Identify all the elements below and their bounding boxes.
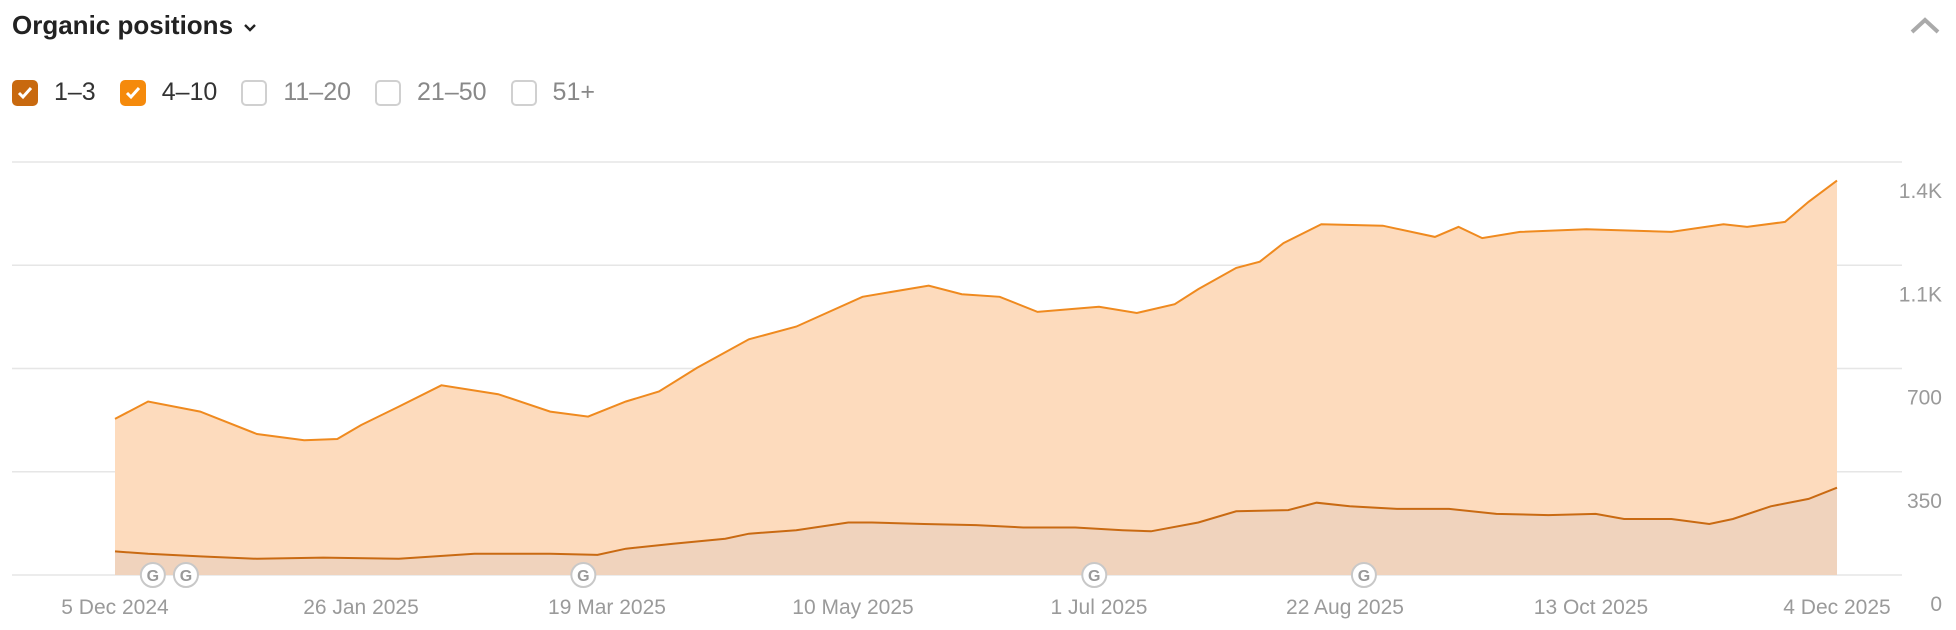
x-tick-label: 13 Oct 2025 <box>1534 596 1648 619</box>
legend: 1–3 4–10 11–20 21–50 51+ <box>12 78 619 107</box>
svg-text:G: G <box>1088 568 1100 585</box>
google-update-marker[interactable]: G <box>1350 562 1377 588</box>
checkbox-unchecked[interactable] <box>510 79 537 106</box>
legend-item-11-20[interactable]: 11–20 <box>241 78 351 107</box>
x-tick-label: 26 Jan 2025 <box>303 596 419 619</box>
svg-text:G: G <box>577 568 589 585</box>
y-tick-label: 700 <box>1907 387 1942 410</box>
x-tick-label: 1 Jul 2025 <box>1051 596 1148 619</box>
google-update-marker[interactable]: G <box>172 562 199 588</box>
svg-text:G: G <box>147 568 159 585</box>
chevron-up-icon[interactable] <box>1908 12 1942 40</box>
checkbox-unchecked[interactable] <box>241 79 268 106</box>
series-line-1 <box>114 486 1838 560</box>
chevron-down-icon <box>244 23 256 32</box>
y-tick-label: 1.1K <box>1899 283 1942 306</box>
svg-text:G: G <box>1358 568 1370 585</box>
x-tick-label: 22 Aug 2025 <box>1286 596 1404 619</box>
series-area-0 <box>115 180 1837 575</box>
google-update-marker[interactable]: G <box>139 562 166 588</box>
series-line-0 <box>114 179 1838 442</box>
checkbox-unchecked[interactable] <box>375 79 402 106</box>
x-tick-label: 4 Dec 2025 <box>1783 596 1890 619</box>
google-update-marker[interactable]: G <box>1081 562 1108 588</box>
legend-item-1-3[interactable]: 1–3 <box>12 78 96 107</box>
x-tick-label: 19 Mar 2025 <box>548 596 666 619</box>
svg-text:G: G <box>180 568 192 585</box>
y-tick-label: 1.4K <box>1899 180 1942 203</box>
checkbox-checked[interactable] <box>119 79 146 106</box>
y-tick-label: 350 <box>1907 490 1942 513</box>
legend-item-21-50[interactable]: 21–50 <box>375 78 487 107</box>
legend-item-51-plus[interactable]: 51+ <box>510 78 595 107</box>
chart-title: Organic positions <box>12 10 234 40</box>
legend-item-4-10[interactable]: 4–10 <box>119 78 217 107</box>
chart-title-dropdown[interactable]: Organic positions <box>12 10 257 41</box>
x-tick-label: 10 May 2025 <box>792 596 913 619</box>
checkbox-checked[interactable] <box>12 79 38 106</box>
x-tick-label: 5 Dec 2024 <box>61 596 169 619</box>
google-update-marker[interactable]: G <box>570 562 597 588</box>
y-tick-label: 0 <box>1930 593 1942 616</box>
